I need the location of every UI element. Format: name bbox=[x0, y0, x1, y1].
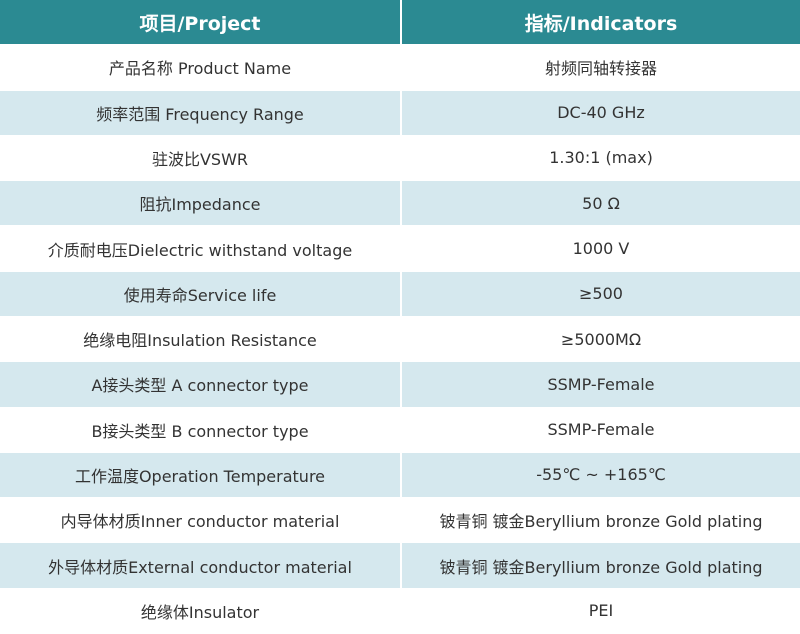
table-row: 内导体材质Inner conductor material 铍青铜 镀金Beryl… bbox=[0, 498, 800, 544]
parameter-cell: 内导体材质Inner conductor material bbox=[60, 512, 340, 532]
value-cell: 射频同轴转接器 bbox=[400, 45, 800, 90]
parameter-cell: 外导体材质External conductor material bbox=[48, 557, 352, 577]
parameter-cell: B接头类型 B connector type bbox=[91, 421, 309, 441]
value-cell: 1000 V bbox=[400, 226, 800, 271]
table-row: 阻抗Impedance 50 Ω bbox=[0, 181, 800, 227]
value-cell: DC-40 GHz bbox=[400, 90, 800, 135]
table-row: 外导体材质External conductor material 铍青铜 镀金Be… bbox=[0, 543, 800, 589]
parameter-cell: 绝缘体Insulator bbox=[140, 602, 260, 622]
value-cell: ≥500 bbox=[400, 271, 800, 316]
table-row: A接头类型 A connector type SSMP-Female bbox=[0, 362, 800, 408]
value-cell: 铍青铜 镀金Beryllium bronze Gold plating bbox=[400, 498, 800, 543]
table-row: 绝缘体Insulator PEI bbox=[0, 588, 800, 634]
header-cell: 指标/Indicators bbox=[400, 0, 800, 45]
table-row: 产品名称 Product Name 射频同轴转接器 bbox=[0, 45, 800, 91]
value-cell: 铍青铜 镀金Beryllium bronze Gold plating bbox=[400, 543, 800, 588]
parameter-cell: 介质耐电压Dielectric withstand voltage bbox=[47, 240, 353, 260]
value-cell: SSMP-Female bbox=[400, 362, 800, 407]
value-cell: 50 Ω bbox=[400, 181, 800, 226]
parameter-cell: 阻抗Impedance bbox=[139, 195, 261, 215]
header-cell: 项目/Project bbox=[139, 12, 261, 35]
value-cell: 1.30:1 (max) bbox=[400, 135, 800, 181]
table-row: 频率范围 Frequency Range DC-40 GHz bbox=[0, 90, 800, 136]
parameter-cell: A接头类型 A connector type bbox=[91, 376, 309, 396]
table-row: B接头类型 B connector type SSMP-Female bbox=[0, 407, 800, 453]
table-row: 驻波比VSWR 1.30:1 (max) bbox=[0, 135, 800, 182]
table-row: 使用寿命Service life ≥500 bbox=[0, 271, 800, 317]
parameter-cell: 产品名称 Product Name bbox=[108, 59, 292, 79]
table-row: 绝缘电阻Insulation Resistance ≥5000MΩ bbox=[0, 316, 800, 363]
parameter-cell: 绝缘电阻Insulation Resistance bbox=[83, 331, 317, 351]
value-cell: PEI bbox=[400, 588, 800, 633]
parameter-cell: 工作温度Operation Temperature bbox=[74, 466, 326, 486]
table-row: 介质耐电压Dielectric withstand voltage 1000 V bbox=[0, 226, 800, 272]
value-cell: -55℃ ~ +165℃ bbox=[400, 452, 800, 498]
parameter-cell: 驻波比VSWR bbox=[151, 149, 249, 169]
parameter-cell: 使用寿命Service life bbox=[123, 285, 277, 305]
value-cell: SSMP-Female bbox=[400, 407, 800, 452]
header-row: 项目/Project 指标/Indicators bbox=[0, 0, 800, 46]
table-row: 工作温度Operation Temperature -55℃ ~ +165℃ bbox=[0, 452, 800, 499]
value-cell: ≥5000MΩ bbox=[400, 316, 800, 362]
parameter-cell: 频率范围 Frequency Range bbox=[96, 104, 304, 124]
